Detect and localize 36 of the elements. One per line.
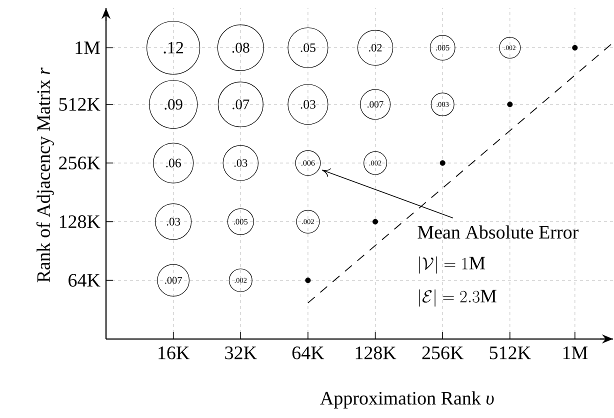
point — [507, 102, 513, 108]
annotation: .005 — [234, 218, 248, 224]
annotation: .03 — [166, 218, 180, 226]
annotation: .09 — [164, 99, 182, 110]
annotation: .05 — [300, 43, 316, 52]
x-tick-label: 1M — [563, 346, 588, 360]
y-tick-label: 64K — [68, 274, 100, 287]
y-axis-title: Rank of Adjacency Matrix r — [36, 67, 54, 282]
annotation: Mean Absolute Error — [418, 225, 578, 239]
annotation: .06 — [166, 158, 181, 168]
annotation: $\left|\mathcal{E}\right| = 2.3\mathrm{M}$ — [419, 289, 496, 307]
annotation: .006 — [301, 160, 315, 166]
x-tick-label: 32K — [225, 346, 257, 360]
annotation: .03 — [234, 159, 248, 167]
annotation: .007 — [368, 101, 384, 108]
annotation: .08 — [232, 42, 250, 53]
x-axis-title: Approximation Rank υ — [320, 391, 494, 408]
annotation: .007 — [165, 276, 182, 284]
y-tick-label: 512K — [59, 98, 100, 111]
annotation: .02 — [369, 44, 382, 52]
annotation: .03 — [300, 100, 316, 109]
point — [372, 218, 378, 224]
point — [305, 278, 311, 284]
y-tick-label: 1M — [76, 41, 100, 54]
x-tick-label: 512K — [490, 346, 531, 360]
annotation: .07 — [232, 99, 250, 110]
y-tick-label: 256K — [59, 156, 100, 170]
point — [440, 160, 446, 166]
annotation: .005 — [436, 45, 450, 50]
x-tick-label: 64K — [292, 346, 324, 360]
annotation: $\left|\mathcal{V}\right| = 1\mathrm{M}$ — [419, 256, 486, 274]
x-tick-label: 128K — [356, 346, 396, 360]
x-tick-label: 16K — [158, 346, 190, 360]
annotation: .12 — [164, 42, 184, 54]
x-tick-label: 256K — [422, 346, 464, 360]
y-tick-label: 128K — [60, 215, 100, 228]
